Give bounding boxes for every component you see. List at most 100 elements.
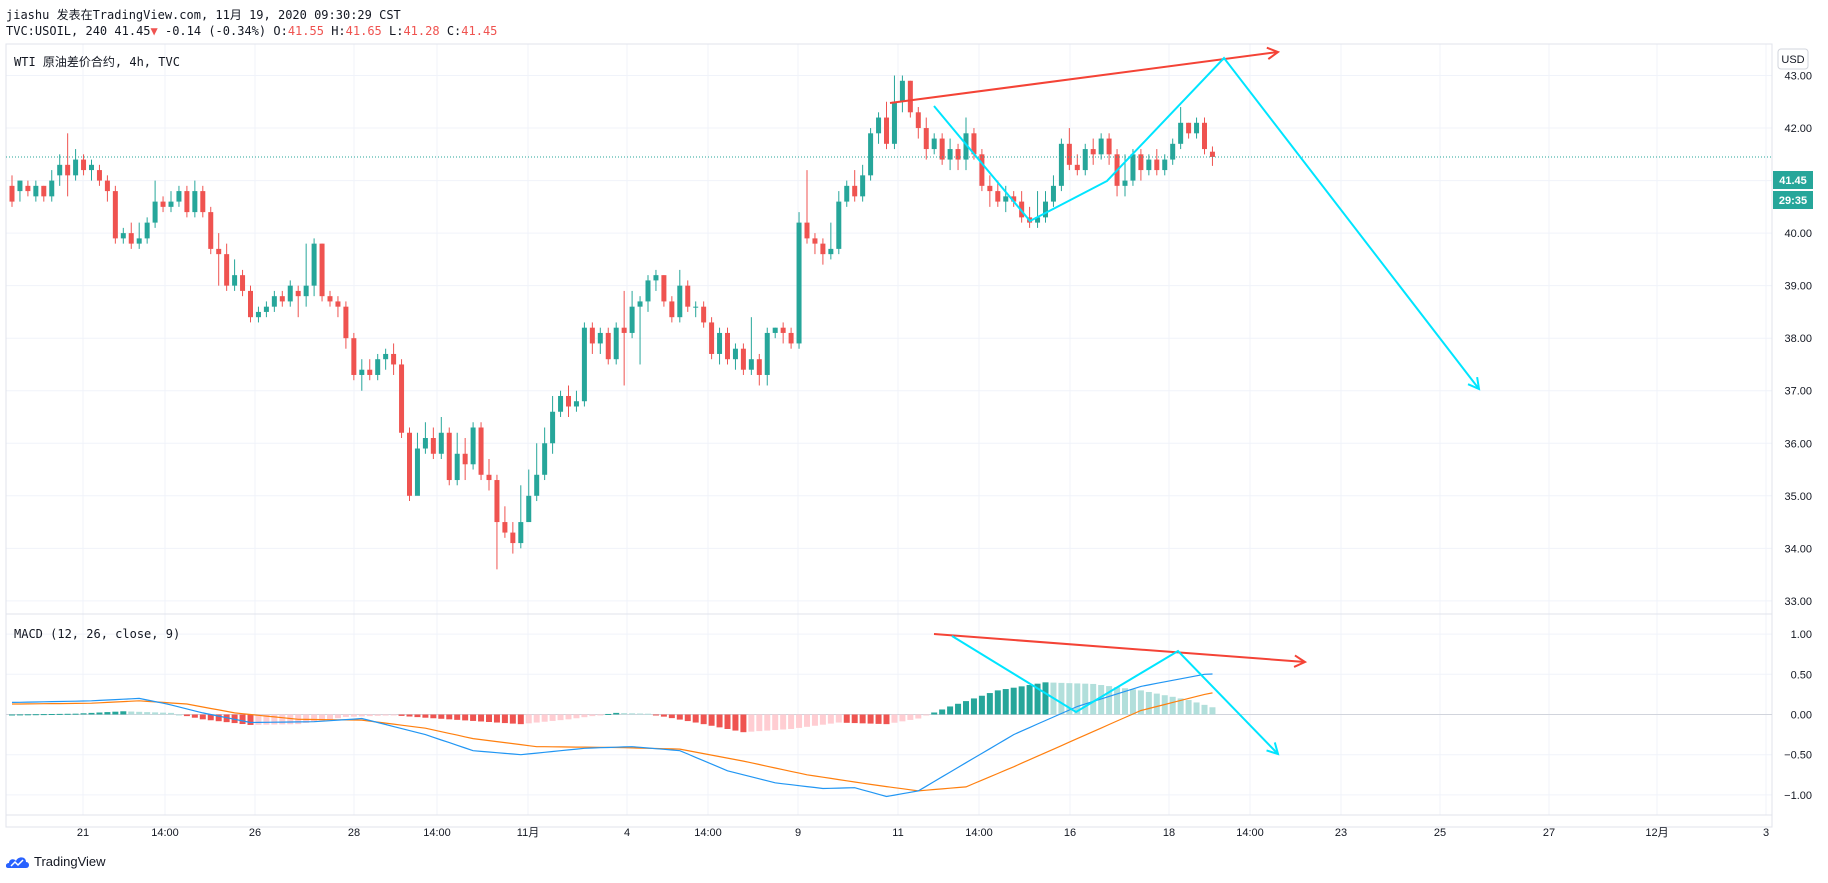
macd-pane-title: MACD (12, 26, close, 9) (14, 627, 180, 641)
candle-body (1146, 159, 1152, 171)
last-price-badge-text: 41.45 (1779, 175, 1807, 187)
price-tick-label: 38.00 (1784, 333, 1812, 345)
candle-body (200, 191, 206, 213)
candle-body (597, 332, 603, 344)
countdown-badge-text: 29:35 (1779, 195, 1807, 207)
macd-histogram-bar (780, 714, 787, 730)
time-tick-label: 4 (624, 827, 630, 839)
macd-histogram-bar (80, 713, 87, 715)
macd-histogram-bar (120, 711, 127, 715)
macd-histogram-bar (1010, 687, 1017, 715)
macd-histogram-bar (422, 714, 429, 718)
candle-body (510, 532, 516, 544)
candle-body (836, 201, 842, 249)
candle-body (383, 353, 389, 360)
candle-body (526, 495, 532, 523)
candle-body (1186, 122, 1192, 134)
macd-histogram-bar (1074, 683, 1081, 715)
candle-body (923, 128, 929, 150)
candle-body (907, 80, 913, 113)
candle-body (852, 185, 858, 197)
last-price-badge (1773, 171, 1813, 189)
macd-histogram-bar (1058, 682, 1065, 715)
candle-body (104, 180, 110, 192)
candle-body (1035, 217, 1041, 223)
candle-body (868, 133, 874, 176)
candle-body (414, 448, 420, 496)
macd-histogram-bar (207, 714, 214, 721)
macd-tick-label: 1.00 (1791, 629, 1812, 641)
candle-body (725, 332, 730, 360)
candle-body (820, 243, 826, 255)
candle-body (1106, 138, 1112, 155)
time-tick-label: 14:00 (694, 827, 722, 839)
macd-histogram-bar (1145, 691, 1152, 715)
candle-body (462, 453, 468, 465)
candle-body (558, 395, 564, 412)
time-tick-label: 16 (1064, 827, 1076, 839)
time-axis[interactable]: 21 14:00 26 28 14:00 11月 4 14:00 9 11 14:00 16 18 14:… (77, 827, 1769, 839)
candle-body (955, 149, 961, 160)
candle-body (96, 170, 102, 181)
candle-body (653, 275, 659, 281)
macd-histogram-bar (708, 714, 715, 726)
macd-histogram-bar (16, 714, 23, 716)
candle-body (661, 275, 667, 302)
macd-projection-arrow-head (1266, 742, 1280, 756)
macd-histogram-bar (668, 714, 675, 719)
candle-body (1082, 149, 1088, 171)
time-tick-label: 11 (892, 827, 903, 839)
macd-histogram-bar (724, 714, 731, 729)
macd-histogram-bar (716, 714, 723, 728)
macd-histogram-bar (986, 693, 993, 715)
macd-histogram-bar (342, 714, 349, 717)
macd-histogram-bar (374, 714, 381, 716)
time-tick-label: 9 (795, 827, 801, 839)
macd-histogram-bar (1018, 686, 1025, 715)
macd-histogram-bar (565, 714, 572, 720)
macd-histogram-bar (748, 714, 755, 732)
candle-body (1154, 159, 1160, 171)
macd-projection-arrow (951, 635, 1279, 755)
macd-histogram-bar (597, 714, 604, 716)
candle-body (613, 327, 619, 360)
price-axis[interactable]: 33.00 34.00 35.00 36.00 37.00 38.00 39.00 40.00… (1784, 71, 1812, 802)
macd-histogram-bar (692, 714, 699, 723)
price-pane[interactable] (6, 75, 1772, 570)
macd-histogram-bar (128, 711, 135, 715)
candle-body (486, 474, 492, 481)
macd-histogram-bar (350, 714, 357, 717)
candle-body (1130, 154, 1136, 181)
macd-histogram-bar (255, 714, 262, 725)
candle-body (216, 248, 222, 255)
candle-body (732, 348, 738, 360)
symbol-label[interactable]: TVC:USOIL, 240 (6, 24, 108, 38)
macd-histogram-bar (1002, 689, 1009, 715)
tradingview-logo[interactable]: TradingView (6, 854, 106, 869)
candle-body (637, 301, 643, 307)
candle-body (1209, 151, 1215, 157)
macd-histogram-bar (1153, 693, 1160, 715)
price-tick-label: 36.00 (1784, 438, 1812, 450)
candle-body (438, 432, 444, 454)
macd-histogram-bar (72, 713, 79, 715)
candle-body (685, 285, 691, 307)
macd-histogram-bar (621, 713, 628, 715)
candle-body (915, 112, 921, 129)
macd-histogram-bar (470, 714, 477, 721)
macd-histogram-bar (112, 711, 119, 715)
macd-histogram-bar (923, 714, 930, 716)
macd-histogram-bar (462, 714, 469, 721)
currency-button[interactable] (1777, 48, 1809, 70)
candle-body (884, 117, 889, 144)
macd-pane[interactable] (6, 673, 1772, 798)
candle-body (780, 327, 786, 333)
candle-body (1178, 122, 1184, 144)
macd-histogram-bar (1137, 690, 1144, 715)
candle-body (430, 438, 436, 454)
candle-body (454, 453, 460, 481)
macd-trend-arrow-head (1293, 654, 1308, 668)
high-label: H: (331, 24, 346, 38)
macd-tick-label: −0.50 (1784, 750, 1812, 762)
